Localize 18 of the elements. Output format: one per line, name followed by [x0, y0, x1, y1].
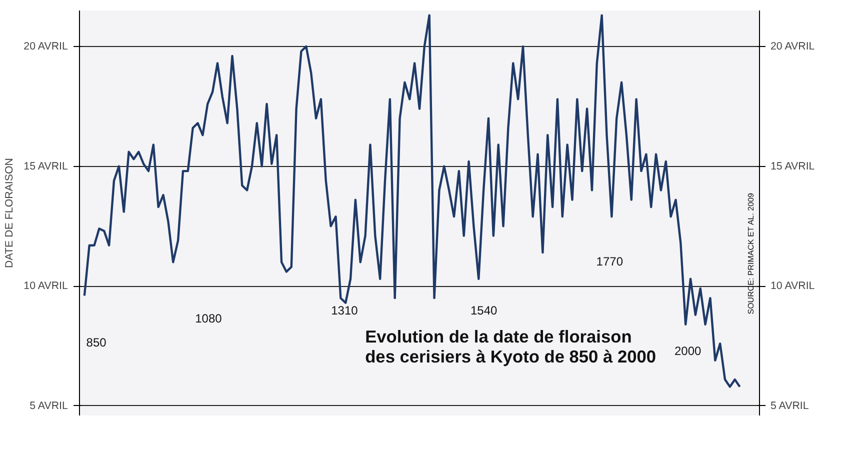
y-tick-label: 5 AVRIL	[30, 400, 68, 412]
annotation: 1770	[596, 254, 624, 269]
annotation: 1080	[195, 311, 222, 326]
line-series	[83, 14, 741, 388]
text: 20 AVRIL	[770, 40, 815, 52]
y-axis-title: DATE DE FLORAISON	[4, 158, 16, 268]
source-note: SOURCE: PRIMACK ET AL. 2009	[746, 192, 756, 314]
annotation: 2000	[674, 344, 702, 358]
text: Evolution de la date de floraison des cerisiers à Kyoto de 850 à 2000	[365, 326, 656, 367]
text: 5 AVRIL	[770, 400, 809, 412]
y-tick-label: 10 AVRIL	[24, 280, 68, 292]
y-tick-label: 15 AVRIL	[24, 160, 68, 172]
y-tick-label: 20 AVRIL	[24, 40, 68, 52]
text: 10 AVRIL	[770, 280, 815, 292]
annotation: 1540	[470, 303, 498, 318]
annotation: 850	[86, 336, 107, 350]
annotation: 1310	[331, 303, 358, 318]
text: 15 AVRIL	[770, 160, 815, 172]
